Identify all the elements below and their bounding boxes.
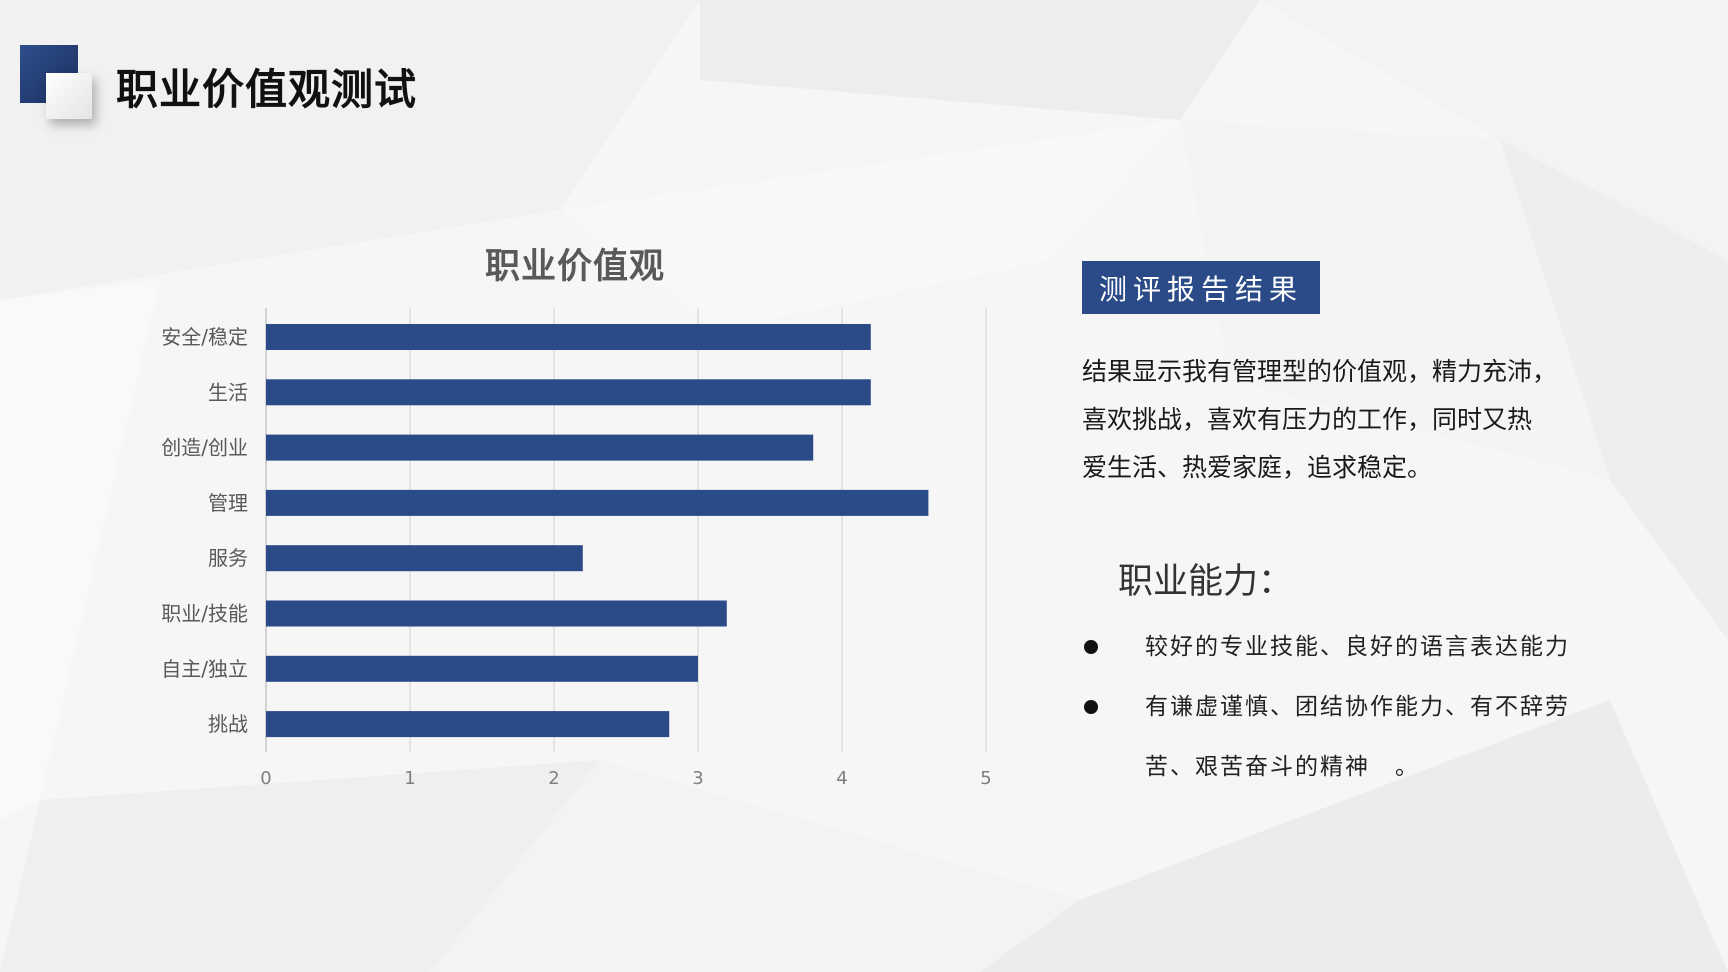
category-label: 创造/创业 <box>161 436 248 460</box>
category-label: 服务 <box>208 546 248 570</box>
page-title: 职业价值观测试 <box>116 65 418 114</box>
bar <box>266 711 670 738</box>
bar <box>266 324 871 350</box>
x-tick-label: 1 <box>404 768 415 789</box>
ability-item-line: 较好的专业技能、良好的语言表达能力 <box>1145 634 1570 660</box>
logo-light-square <box>46 73 92 119</box>
bar <box>266 545 583 572</box>
result-line: 喜欢挑战，喜欢有压力的工作，同时又热 <box>1082 405 1533 434</box>
x-tick-label: 2 <box>548 768 559 789</box>
category-label: 安全/稳定 <box>161 325 248 349</box>
bar <box>266 655 698 682</box>
x-tick-label: 0 <box>260 768 271 789</box>
chart-tick-labels: 0 1 2 3 4 5 <box>260 768 991 789</box>
x-tick-label: 3 <box>692 768 703 789</box>
bullet-icon <box>1084 700 1098 714</box>
category-label: 生活 <box>208 380 248 404</box>
chart-title: 职业价值观 <box>485 247 666 287</box>
result-line: 结果显示我有管理型的价值观，精力充沛， <box>1082 357 1558 386</box>
logo-mark <box>20 45 92 119</box>
report-badge: 测评报告结果 <box>1082 261 1320 314</box>
ability-item: 较好的专业技能、良好的语言表达能力 <box>1082 617 1622 677</box>
bar <box>266 434 814 461</box>
result-text: 结果显示我有管理型的价值观，精力充沛， 喜欢挑战，喜欢有压力的工作，同时又热 爱… <box>1082 348 1582 492</box>
ability-item: 有谦虚谨慎、团结协作能力、有不辞劳 苦、艰苦奋斗的精神 。 <box>1082 677 1622 797</box>
ability-list: 较好的专业技能、良好的语言表达能力 有谦虚谨慎、团结协作能力、有不辞劳 苦、艰苦… <box>1082 617 1622 797</box>
bullet-icon <box>1084 640 1098 654</box>
ability-item-line: 有谦虚谨慎、团结协作能力、有不辞劳 <box>1145 694 1570 720</box>
bar <box>266 600 727 627</box>
ability-heading: 职业能力： <box>1118 562 1294 602</box>
ability-item-line: 苦、艰苦奋斗的精神 。 <box>1145 754 1420 780</box>
category-label: 挑战 <box>208 712 248 736</box>
category-label: 自主/独立 <box>161 657 248 681</box>
bar <box>266 489 929 516</box>
category-label: 管理 <box>208 491 248 515</box>
result-line: 爱生活、热爱家庭，追求稳定。 <box>1082 453 1433 482</box>
bar <box>266 379 871 406</box>
chart-bars <box>266 324 929 738</box>
category-label: 职业/技能 <box>161 602 248 626</box>
x-tick-label: 5 <box>980 768 991 789</box>
chart-gridlines <box>265 308 987 752</box>
x-tick-label: 4 <box>836 768 847 789</box>
